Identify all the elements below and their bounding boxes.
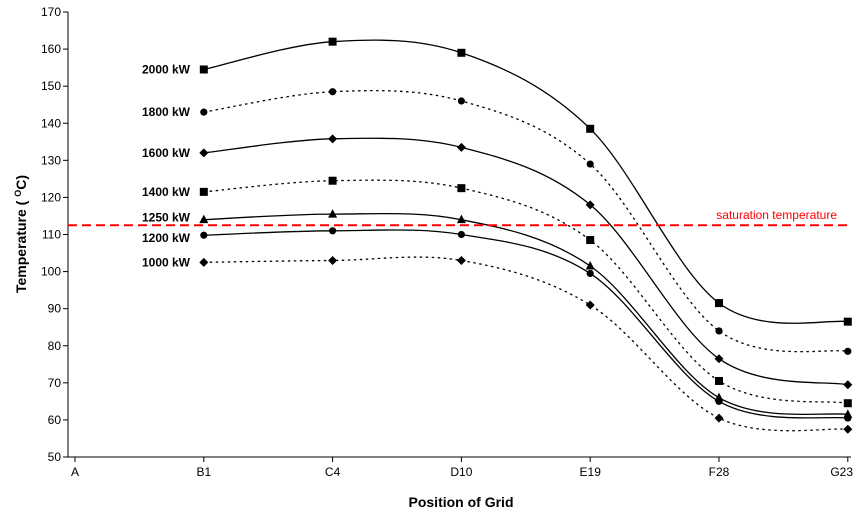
data-point-1400-kw bbox=[715, 376, 723, 385]
y-tick-label: 150 bbox=[41, 79, 61, 93]
series-2000-kw bbox=[199, 37, 852, 326]
y-axis-title-main: Temperature ( bbox=[13, 197, 29, 293]
series-line-1600-kw bbox=[203, 137, 848, 386]
y-tick-label: 100 bbox=[41, 265, 61, 279]
series-1250-kw bbox=[199, 209, 853, 418]
labels-layer: 2000 kW 1800 kW 1600 kW 1400 kW 1250 kW 1200 … bbox=[142, 62, 191, 269]
data-point-2000-kw bbox=[199, 65, 208, 74]
y-tick-label: 170 bbox=[41, 5, 61, 19]
data-point-1800-kw bbox=[586, 160, 594, 168]
data-point-1600-kw bbox=[843, 380, 853, 390]
data-point-2000-kw bbox=[715, 299, 723, 308]
data-point-1400-kw bbox=[199, 187, 208, 196]
series-line-1800-kw bbox=[203, 89, 848, 353]
data-point-1800-kw bbox=[200, 108, 208, 116]
series-1600-kw bbox=[199, 134, 853, 390]
data-point-1000-kw bbox=[585, 300, 595, 310]
y-tick-label: 50 bbox=[48, 450, 62, 464]
data-point-1000-kw bbox=[843, 424, 853, 434]
series-layer bbox=[199, 37, 853, 434]
saturation-temperature-label: saturation temperature bbox=[716, 208, 837, 222]
y-tick-label: 90 bbox=[48, 302, 62, 316]
data-point-1000-kw bbox=[456, 255, 466, 265]
data-point-1800-kw bbox=[715, 327, 723, 335]
data-point-1600-kw bbox=[456, 142, 466, 152]
x-tick-label: E19 bbox=[580, 465, 602, 479]
data-point-1200-kw bbox=[844, 414, 852, 422]
y-tick-label: 80 bbox=[48, 339, 62, 353]
data-point-1250-kw bbox=[199, 214, 209, 224]
y-tick-label: 120 bbox=[41, 190, 61, 204]
series-label-1000-kw: 1000 kW bbox=[142, 255, 191, 269]
x-tick-label: G23 bbox=[830, 465, 853, 479]
x-tick-label: D10 bbox=[450, 465, 472, 479]
series-label-1400-kw: 1400 kW bbox=[142, 185, 191, 199]
data-point-1400-kw bbox=[586, 236, 595, 245]
series-label-1600-kw: 1600 kW bbox=[142, 146, 191, 160]
y-tick-label: 140 bbox=[41, 116, 61, 130]
data-point-2000-kw bbox=[586, 124, 595, 133]
y-tick-label: 160 bbox=[41, 42, 61, 56]
series-1800-kw bbox=[200, 88, 852, 355]
x-tick-label: F28 bbox=[709, 465, 730, 479]
x-tick-label: A bbox=[71, 465, 79, 479]
x-tick-label: B1 bbox=[196, 465, 211, 479]
data-point-1400-kw bbox=[843, 399, 852, 408]
data-point-1200-kw bbox=[586, 269, 594, 278]
series-1000-kw bbox=[199, 255, 853, 434]
data-point-2000-kw bbox=[843, 317, 852, 326]
y-axis-title-superscript: O bbox=[13, 190, 23, 197]
y-tick-label: 130 bbox=[41, 153, 61, 167]
data-point-1600-kw bbox=[328, 134, 338, 144]
series-label-1200-kw: 1200 kW bbox=[142, 231, 191, 245]
data-point-2000-kw bbox=[328, 37, 337, 46]
series-1400-kw bbox=[199, 176, 852, 408]
data-point-1800-kw bbox=[457, 97, 465, 105]
data-point-1400-kw bbox=[328, 176, 337, 185]
series-line-1200-kw bbox=[203, 229, 848, 419]
data-point-1000-kw bbox=[714, 413, 724, 423]
data-point-1200-kw bbox=[715, 397, 723, 405]
y-tick-label: 70 bbox=[48, 376, 62, 390]
data-point-1600-kw bbox=[199, 148, 209, 158]
y-axis-title: Temperature ( OC) bbox=[13, 175, 29, 293]
data-point-1000-kw bbox=[199, 257, 209, 267]
data-point-1800-kw bbox=[329, 88, 337, 96]
data-point-1200-kw bbox=[457, 230, 465, 239]
data-point-1200-kw bbox=[329, 227, 337, 235]
series-line-1000-kw bbox=[203, 256, 848, 432]
series-1200-kw bbox=[200, 227, 852, 422]
data-point-1250-kw bbox=[585, 261, 595, 270]
series-label-1250-kw: 1250 kW bbox=[142, 211, 191, 225]
data-point-1250-kw bbox=[328, 209, 338, 218]
data-point-1800-kw bbox=[844, 347, 852, 355]
x-axis-title: Position of Grid bbox=[409, 494, 514, 510]
series-line-1400-kw bbox=[203, 179, 848, 404]
y-tick-label: 110 bbox=[42, 228, 61, 242]
series-label-1800-kw: 1800 kW bbox=[142, 105, 191, 119]
data-point-1600-kw bbox=[585, 200, 595, 210]
y-axis-title-unit: C) bbox=[13, 175, 29, 190]
axes: 50 60 70 80 90 100 110 120 130 140 150 160 170 A B1 C4 D… bbox=[41, 5, 853, 479]
series-label-2000-kw: 2000 kW bbox=[142, 62, 191, 76]
x-tick-label: C4 bbox=[325, 465, 341, 479]
annotation-layer: saturation temperature bbox=[68, 208, 851, 227]
data-point-1400-kw bbox=[457, 184, 466, 193]
data-point-1200-kw bbox=[200, 231, 208, 239]
data-point-1600-kw bbox=[714, 354, 724, 364]
data-point-1250-kw bbox=[456, 214, 466, 224]
data-point-1000-kw bbox=[328, 255, 338, 265]
series-line-1250-kw bbox=[203, 212, 848, 416]
series-line-2000-kw bbox=[203, 39, 848, 324]
data-point-2000-kw bbox=[457, 48, 466, 57]
y-tick-label: 60 bbox=[48, 413, 62, 427]
